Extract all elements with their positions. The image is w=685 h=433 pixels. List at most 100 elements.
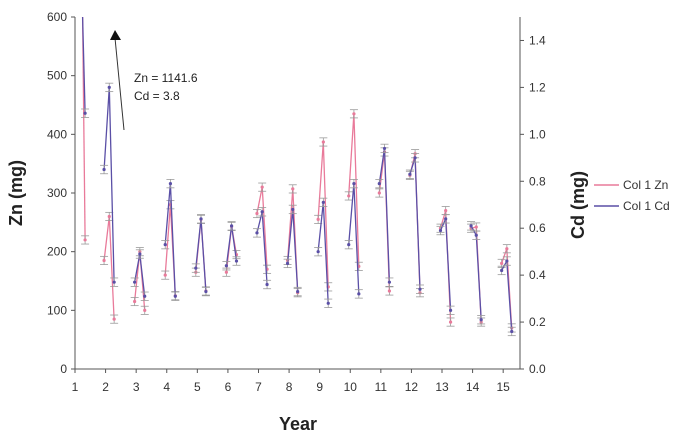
data-point-col-1-cd (413, 156, 417, 160)
data-point-col-1-cd (479, 318, 483, 322)
data-point-col-1-zn (474, 225, 478, 229)
data-point-col-1-cd (133, 280, 137, 284)
x-axis-title: Year (279, 414, 317, 433)
data-point-col-1-zn (102, 258, 106, 263)
data-point-col-1-cd (194, 266, 198, 270)
y-left-tick-label: 400 (47, 127, 67, 141)
data-point-col-1-cd (285, 261, 290, 265)
data-point-col-1-cd (469, 224, 473, 228)
y-right-tick-label: 1.2 (529, 80, 546, 94)
x-tick-label: 11 (375, 380, 388, 394)
legend: Col 1 Zn Col 1 Cd (594, 178, 670, 213)
x-tick-label: 6 (225, 380, 232, 394)
data-point-col-1-cd (204, 289, 208, 294)
x-tick-label: 13 (435, 380, 449, 394)
data-point-col-1-cd (474, 233, 478, 237)
data-point-col-1-cd (255, 231, 259, 235)
x-tick-label: 7 (255, 380, 262, 394)
series-line-col-1-zn (286, 188, 299, 293)
data-point-col-1-cd (510, 329, 514, 334)
data-point-col-1-zn (321, 140, 325, 144)
y-right-tick-label: 0.2 (529, 315, 546, 329)
y-axis-left-title: Zn (mg) (6, 160, 26, 226)
data-point-col-1-zn (448, 320, 453, 324)
data-point-col-1-cd (260, 210, 264, 214)
x-tick-label: 10 (344, 380, 358, 394)
x-tick-label: 8 (286, 380, 293, 394)
annotation-arrow-line (114, 37, 125, 131)
data-point-col-1-cd (265, 282, 269, 287)
series-line-col-1-cd (195, 218, 207, 292)
y-left-tick-label: 600 (47, 10, 67, 24)
data-point-col-1-cd (291, 207, 295, 212)
data-point-col-1-cd (382, 146, 387, 151)
data-point-col-1-cd (352, 182, 356, 186)
y-right-tick-label: 0.0 (529, 362, 546, 376)
data-point-col-1-cd (377, 182, 381, 186)
annotation-arrow-head (110, 30, 121, 40)
data-point-col-1-zn (163, 273, 167, 277)
data-point-col-1-zn (500, 261, 504, 265)
data-point-col-1-zn (505, 247, 509, 251)
plot-area (81, 16, 516, 337)
y-right-tick-label: 1.0 (529, 127, 546, 141)
data-point-col-1-cd (438, 228, 443, 233)
data-point-col-1-cd (163, 243, 167, 247)
x-tick-label: 12 (405, 380, 419, 394)
data-point-col-1-zn (83, 238, 87, 242)
x-tick-label: 15 (496, 380, 510, 394)
data-point-col-1-cd (234, 259, 239, 263)
x-tick-label: 1 (72, 380, 79, 394)
y-left-tick-label: 200 (47, 245, 67, 259)
data-point-col-1-cd (173, 294, 177, 298)
x-tick-label: 3 (133, 380, 140, 394)
data-point-col-1-zn (387, 289, 392, 293)
series-col-1-zn (81, 16, 516, 333)
data-point-col-1-cd (107, 85, 111, 89)
data-point-col-1-zn (255, 211, 259, 216)
data-point-col-1-cd (500, 268, 504, 273)
y-left-tick-label: 100 (47, 303, 67, 317)
annotation-cd: Cd = 3.8 (134, 89, 180, 103)
y-right-tick-label: 0.4 (529, 268, 546, 282)
data-point-col-1-cd (102, 167, 106, 172)
data-point-col-1-cd (168, 182, 173, 186)
legend-label-zn: Col 1 Zn (623, 178, 668, 192)
data-point-col-1-cd (143, 294, 147, 298)
data-point-col-1-cd (357, 292, 361, 296)
y-right-tick-label: 1.4 (529, 33, 546, 47)
data-point-col-1-cd (316, 250, 320, 254)
y-left-tick-label: 500 (47, 69, 67, 83)
data-point-col-1-cd (112, 280, 116, 284)
x-tick-label: 5 (194, 380, 201, 394)
data-point-col-1-cd (448, 308, 453, 312)
data-point-col-1-zn (260, 185, 264, 189)
data-point-col-1-zn (224, 270, 228, 274)
data-point-col-1-cd (83, 111, 87, 115)
data-point-col-1-zn (377, 191, 381, 195)
data-point-col-1-zn (291, 187, 295, 191)
data-point-col-1-cd (229, 224, 234, 228)
data-point-col-1-cd (199, 217, 203, 221)
x-tick-label: 4 (163, 380, 170, 394)
series-line-col-1-cd (81, 16, 86, 114)
y-right-tick-label: 0.6 (529, 221, 546, 235)
data-point-col-1-cd (296, 289, 300, 294)
data-point-col-1-cd (224, 264, 228, 268)
data-point-col-1-cd (321, 200, 325, 204)
data-point-col-1-cd (444, 217, 448, 221)
axes: 0 100 200 300 400 500 600 0.0 0.2 0.4 0.6 0.8 1.0 1.2… (47, 10, 546, 394)
series-line-col-1-cd (470, 225, 482, 320)
data-point-col-1-zn (352, 112, 356, 116)
y-left-tick-label: 300 (47, 186, 67, 200)
series-line-col-1-cd (409, 157, 421, 290)
y-left-tick-label: 0 (60, 362, 67, 376)
data-point-col-1-cd (138, 252, 142, 256)
series-col-1-cd (81, 16, 516, 337)
data-point-col-1-zn (112, 317, 116, 321)
data-point-col-1-zn (107, 214, 111, 219)
data-point-col-1-cd (408, 172, 412, 176)
data-point-col-1-zn (316, 217, 320, 221)
data-point-col-1-zn (347, 194, 351, 198)
